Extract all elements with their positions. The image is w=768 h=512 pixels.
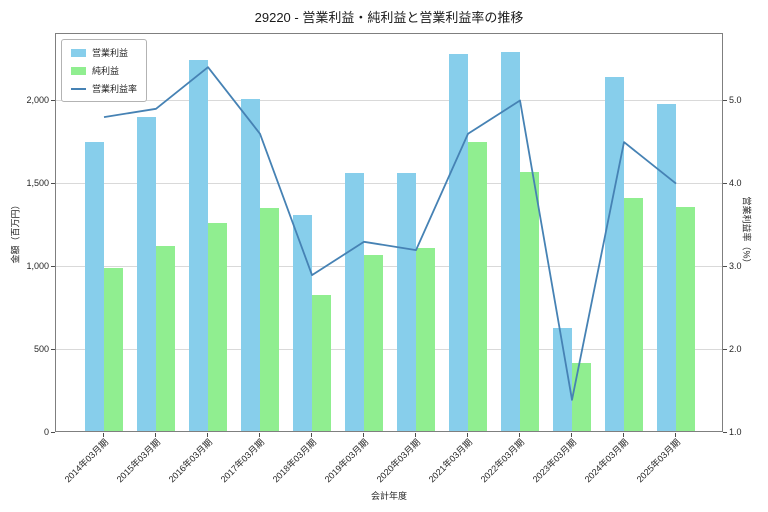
chart-title: 29220 - 営業利益・純利益と営業利益率の推移 xyxy=(254,10,524,25)
x-tick-label: 2015年03月期 xyxy=(114,437,163,485)
y-tick-label-left: 1,500 xyxy=(26,177,49,188)
y-tick-label-left: 1,000 xyxy=(26,260,49,271)
x-tick-mark xyxy=(363,433,364,437)
bar-net-profit xyxy=(364,254,383,431)
bar-net-profit xyxy=(520,171,539,431)
legend-color-swatch xyxy=(71,66,86,75)
legend-color-swatch xyxy=(71,48,86,57)
y-tick-label-left: 500 xyxy=(33,343,49,354)
y-tick-label-right: 3.0 xyxy=(729,260,742,271)
x-tick-mark xyxy=(519,433,520,437)
gridline xyxy=(56,266,722,268)
legend-label: 営業利益 xyxy=(92,48,129,58)
gridline xyxy=(56,183,722,185)
x-tick-mark xyxy=(467,433,468,437)
legend-item: 営業利益率 xyxy=(71,82,137,95)
bar-operating-profit xyxy=(657,103,676,431)
bar-operating-profit xyxy=(397,173,416,431)
x-tick-mark xyxy=(623,433,624,437)
x-tick-label: 2019年03月期 xyxy=(322,437,371,485)
y-tick-label-left: 0 xyxy=(43,427,49,437)
bar-net-profit xyxy=(156,246,175,431)
left-axis-title: 金額（百万円） xyxy=(10,200,21,264)
bar-net-profit xyxy=(468,141,487,431)
legend-line-swatch xyxy=(71,87,86,90)
x-tick-label: 2025年03月期 xyxy=(634,437,683,485)
x-tick-mark xyxy=(571,433,572,437)
x-axis-title: 会計年度 xyxy=(370,491,407,501)
profit-margin-line xyxy=(103,66,677,401)
legend-label: 営業利益率 xyxy=(92,84,138,94)
legend-label: 純利益 xyxy=(92,66,120,76)
y-tick-mark-left xyxy=(51,99,55,101)
x-tick-label: 2022年03月期 xyxy=(478,437,527,485)
legend-item: 純利益 xyxy=(71,64,137,77)
bar-operating-profit xyxy=(449,53,468,431)
x-tick-label: 2018年03月期 xyxy=(270,437,319,485)
bar-operating-profit xyxy=(345,173,364,431)
x-tick-mark xyxy=(103,433,104,437)
legend-item: 営業利益 xyxy=(71,46,137,59)
bar-net-profit xyxy=(312,294,331,431)
y-tick-label-right: 4.0 xyxy=(729,177,742,188)
y-tick-mark-left xyxy=(51,348,55,350)
x-tick-label: 2017年03月期 xyxy=(218,437,267,485)
bar-net-profit xyxy=(260,208,279,431)
x-tick-label: 2016年03月期 xyxy=(166,437,215,485)
gridline xyxy=(56,100,722,101)
y-tick-mark-right xyxy=(723,348,727,350)
bar-operating-profit xyxy=(501,51,520,431)
x-tick-mark xyxy=(155,433,156,437)
x-tick-mark xyxy=(675,433,676,437)
x-tick-label: 2021年03月期 xyxy=(426,437,475,485)
bar-operating-profit xyxy=(241,98,260,431)
x-tick-mark xyxy=(311,433,312,437)
x-tick-label: 2024年03月期 xyxy=(582,437,631,485)
y-tick-mark-right xyxy=(723,432,727,433)
bar-operating-profit xyxy=(293,214,312,431)
legend: 営業利益純利益営業利益率 xyxy=(61,39,148,102)
x-tick-label: 2014年03月期 xyxy=(62,437,111,485)
x-tick-label: 2023年03月期 xyxy=(530,437,579,485)
y-tick-mark-left xyxy=(51,432,55,433)
y-tick-label-right: 2.0 xyxy=(729,343,742,354)
y-tick-mark-right xyxy=(723,265,727,267)
y-tick-label-right: 1.0 xyxy=(729,427,742,437)
y-tick-mark-left xyxy=(51,182,55,184)
bar-operating-profit xyxy=(553,327,572,431)
gridline xyxy=(56,349,722,351)
bar-operating-profit xyxy=(85,141,104,431)
y-tick-label-right: 5.0 xyxy=(729,94,742,105)
plot-area xyxy=(55,33,723,432)
bar-operating-profit xyxy=(189,60,208,431)
bar-net-profit xyxy=(624,198,643,431)
right-axis-title: 営業利益率（%） xyxy=(741,196,752,268)
y-tick-label-left: 2,000 xyxy=(26,94,49,105)
bar-operating-profit xyxy=(137,116,156,431)
bar-net-profit xyxy=(416,248,435,431)
x-tick-mark xyxy=(415,433,416,437)
bar-net-profit xyxy=(676,206,695,431)
x-tick-label: 2020年03月期 xyxy=(374,437,423,485)
x-tick-mark xyxy=(207,433,208,437)
bar-net-profit xyxy=(208,223,227,431)
y-tick-mark-right xyxy=(723,99,727,101)
y-tick-mark-left xyxy=(51,265,55,267)
y-tick-mark-right xyxy=(723,182,727,184)
x-tick-mark xyxy=(259,433,260,437)
bar-net-profit xyxy=(104,268,123,431)
